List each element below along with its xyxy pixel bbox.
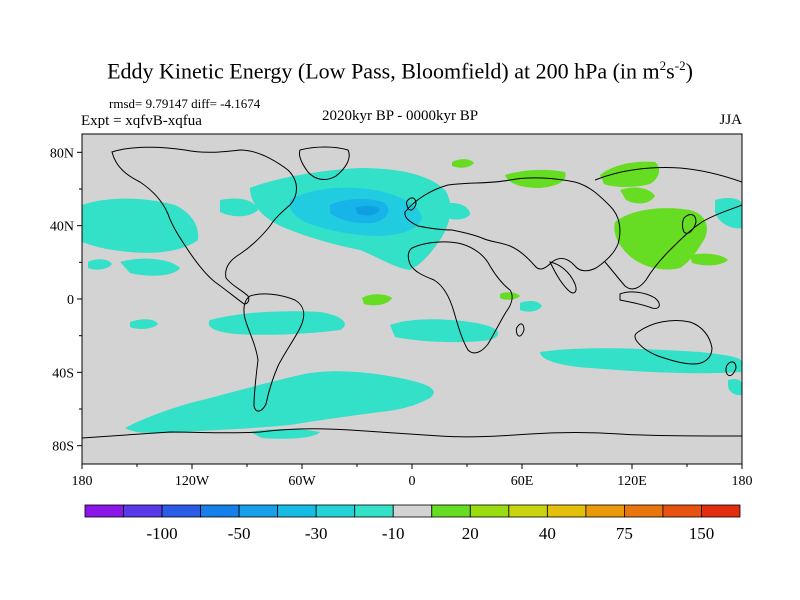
north-atlantic-west-tongue: [220, 198, 258, 217]
experiment-label: Expt = xqfvB-xqfua: [81, 113, 202, 129]
southern-ocean-belt: [125, 371, 434, 434]
east-asia-positive: [614, 208, 707, 270]
y-tick-label: 80N: [50, 146, 74, 161]
south-atlantic-band: [208, 311, 345, 335]
northeast-asia-positive: [620, 187, 655, 204]
colorbar-swatch: [701, 504, 741, 518]
x-tick-label: 180: [72, 474, 93, 489]
subtropical-pacific-blob: [88, 259, 112, 270]
colorbar-label: 75: [616, 524, 633, 543]
colorbar-swatch: [277, 504, 317, 518]
south-pacific-band: [130, 319, 158, 329]
tropical-africa-positive: [500, 292, 520, 300]
x-tick-label: 60W: [288, 474, 316, 489]
x-tick-label: 120W: [175, 474, 210, 489]
north-atlantic-east-tongue: [440, 203, 470, 220]
colorbar-label: -10: [382, 524, 405, 543]
antarctica-coast: [82, 428, 742, 439]
north-america-coast: [111, 146, 297, 305]
x-tick-label: 0: [409, 474, 416, 489]
y-tick-label: 40N: [50, 220, 74, 235]
colorbar-swatch: [238, 504, 279, 518]
colorbar-swatch: [585, 504, 625, 518]
colorbar-label: 150: [689, 524, 715, 543]
south-indian-band: [540, 348, 742, 374]
axis-ticks: 180 120W 60W 0 60E 120E 180 80N 40N 0 40S 80S: [50, 146, 753, 489]
southeast-asia-islands: [619, 291, 660, 309]
season-label: JJA: [719, 112, 742, 128]
rmsd-diff-stats: rmsd= 9.79147 diff= -4.1674: [109, 96, 261, 111]
x-tick-label: 60E: [511, 474, 534, 489]
south-america-coast: [243, 293, 305, 412]
coastlines: [82, 146, 742, 439]
north-pacific-negative-west: [715, 197, 742, 229]
tropical-atlantic-positive: [362, 294, 392, 306]
new-zealand-coast: [725, 361, 737, 377]
colorbar-swatch: [392, 504, 433, 518]
southern-africa-blob: [520, 301, 542, 312]
south-indian-east-blob: [728, 379, 742, 396]
australia-coast: [634, 319, 713, 365]
colorbar-swatch: [508, 504, 548, 518]
colorbar-label: -30: [305, 524, 328, 543]
colorbar-label: -50: [228, 524, 251, 543]
chart-title: Eddy Kinetic Energy (Low Pass, Bloomfiel…: [107, 58, 693, 84]
madagascar-coast: [515, 323, 525, 337]
arctic-small-positive: [452, 159, 474, 168]
india-coast: [549, 261, 577, 294]
colorbar-swatch: [624, 504, 664, 518]
colorbar-label: -100: [146, 524, 177, 543]
colorbar-label: 20: [462, 524, 479, 543]
x-tick-label: 120E: [617, 474, 647, 489]
south-atlantic-east-band: [390, 319, 499, 343]
colorbar-swatch: [546, 504, 587, 518]
uk-coast: [406, 197, 417, 211]
asia-coast: [594, 167, 742, 290]
colorbar-swatch: [431, 504, 471, 518]
period-label: 2020kyr BP - 0000kyr BP: [322, 108, 479, 124]
africa-coast: [407, 241, 513, 354]
colorbar-swatch: [200, 504, 240, 518]
north-atlantic-minimum-center: [355, 205, 380, 216]
europe-coast: [404, 177, 621, 272]
colorbar-swatch: [662, 504, 702, 518]
y-tick-label: 80S: [52, 440, 74, 455]
colorbar-label: 40: [539, 524, 556, 543]
colorbar-swatch: [123, 504, 163, 518]
colorbar-swatch: [315, 504, 356, 518]
arctic-siberia-positive: [505, 169, 566, 188]
north-pacific-negative: [82, 198, 199, 253]
northeast-pacific-blob: [120, 258, 180, 276]
colorbar-swatch: [469, 504, 510, 518]
greenland-coast: [299, 146, 350, 180]
colorbar: -100 -50 -30 -10 20 40 75 150: [84, 504, 741, 543]
colorbar-swatch: [354, 504, 394, 518]
anomaly-fields: [82, 159, 742, 439]
colorbar-swatch: [161, 504, 201, 518]
y-tick-label: 40S: [52, 366, 74, 381]
pacific-positive-tongue: [690, 253, 728, 266]
colorbar-swatch: [84, 504, 124, 518]
x-tick-label: 180: [732, 474, 753, 489]
japan-coast: [682, 214, 697, 234]
y-tick-label: 0: [67, 293, 74, 308]
